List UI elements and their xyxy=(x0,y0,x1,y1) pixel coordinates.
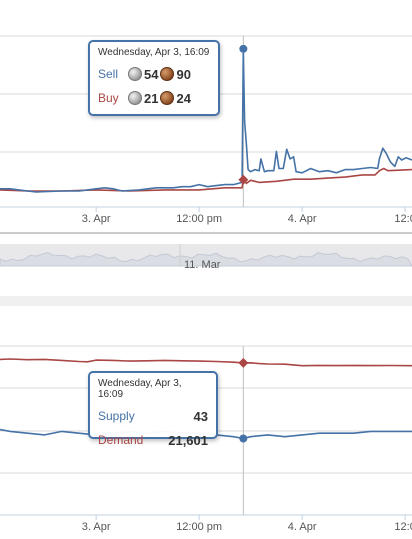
highlight-point-buy xyxy=(238,174,249,185)
copper-coin-icon xyxy=(160,67,175,81)
x-tick-label: 3. Apr xyxy=(82,521,111,533)
highlight-point-demand xyxy=(238,357,249,368)
series-line-sell xyxy=(0,48,412,193)
x-tick-label: 12:00 pm xyxy=(176,213,222,225)
navigator[interactable]: 11. Mar xyxy=(0,232,412,274)
tooltip-series-name: Supply xyxy=(98,409,135,423)
price-tooltip: Wednesday, Apr 3, 16:09 Sell 54 90 Buy 2… xyxy=(88,40,220,116)
series-line-demand xyxy=(0,358,412,367)
tooltip-value: 43 xyxy=(193,408,208,424)
volume-x-ticks: 3. Apr 12:00 pm 4. Apr 12:0 xyxy=(82,515,412,533)
tooltip-silver-value: 54 xyxy=(144,66,159,82)
volume-markers xyxy=(238,357,249,443)
silver-coin-icon xyxy=(128,67,142,81)
highlight-point-sell xyxy=(239,44,248,53)
x-tick-label: 12:00 pm xyxy=(176,521,222,533)
navigator-series-area xyxy=(0,251,412,267)
tooltip-row-supply: Supply 43 xyxy=(98,404,208,428)
tooltip-row-buy: Buy 21 24 xyxy=(98,86,210,110)
volume-tooltip: Wednesday, Apr 3, 16:09 Supply 43 Demand… xyxy=(88,371,218,448)
price-series-group xyxy=(0,48,412,193)
navigator-date-label: 11. Mar xyxy=(184,259,221,271)
tooltip-copper-value: 90 xyxy=(176,66,191,82)
x-tick-label: 12:0 xyxy=(394,213,412,225)
tooltip-series-name: Demand xyxy=(98,433,144,447)
tooltip-series-name: Sell xyxy=(98,67,119,81)
highlight-point-supply xyxy=(239,434,248,443)
price-markers xyxy=(238,44,249,185)
tooltip-date: Wednesday, Apr 3, 16:09 xyxy=(98,47,210,58)
section-divider xyxy=(0,296,412,306)
copper-coin-icon xyxy=(160,91,175,105)
price-x-ticks: 3. Apr 12:00 pm 4. Apr 12:0 xyxy=(82,207,412,225)
x-tick-label: 4. Apr xyxy=(288,521,317,533)
price-chart[interactable]: 3. Apr 12:00 pm 4. Apr 12:0 xyxy=(0,0,412,230)
tooltip-silver-value: 21 xyxy=(144,90,159,106)
tooltip-row-demand: Demand 21,601 xyxy=(98,428,208,452)
x-tick-label: 12:0 xyxy=(394,521,412,533)
x-tick-label: 4. Apr xyxy=(288,213,317,225)
tooltip-copper-value: 24 xyxy=(176,90,191,106)
tooltip-value: 21,601 xyxy=(168,432,208,448)
volume-chart[interactable]: 3. Apr 12:00 pm 4. Apr 12:0 xyxy=(0,306,412,539)
tooltip-series-name: Buy xyxy=(98,91,119,105)
tooltip-date: Wednesday, Apr 3, 16:09 xyxy=(98,378,182,400)
tooltip-row-sell: Sell 54 90 xyxy=(98,62,210,86)
silver-coin-icon xyxy=(128,91,142,105)
x-tick-label: 3. Apr xyxy=(82,213,111,225)
series-line-buy xyxy=(0,167,412,192)
